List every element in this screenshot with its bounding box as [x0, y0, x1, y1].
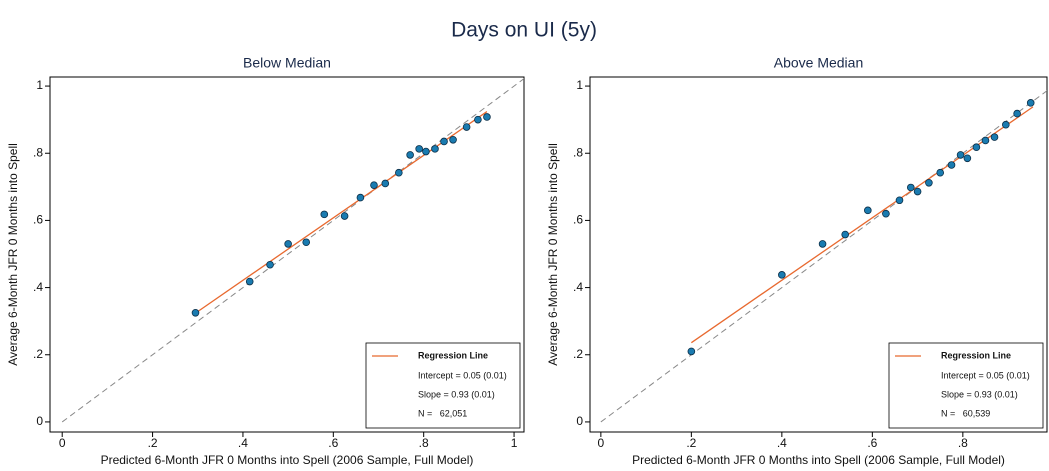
x-tick-label: 0: [59, 436, 66, 450]
point: [925, 178, 933, 187]
y-tick-label: .4: [573, 280, 583, 294]
y-tick-label: .8: [573, 145, 583, 159]
panel-title: Below Median: [243, 55, 331, 71]
point: [483, 113, 491, 121]
y-tick-label: .2: [573, 347, 583, 361]
point: [841, 230, 849, 239]
legend-note: Slope = 0.93 (0.01): [941, 389, 1018, 399]
x-tick-label: .2: [148, 436, 158, 450]
x-tick-label: .4: [238, 436, 248, 450]
point: [302, 238, 311, 247]
point: [947, 161, 956, 169]
point: [990, 133, 999, 141]
point: [406, 151, 414, 159]
legend-label: Regression Line: [418, 350, 488, 360]
point: [191, 308, 200, 317]
point: [320, 210, 329, 219]
legend-note: Intercept = 0.05 (0.01): [418, 370, 507, 380]
point: [1026, 99, 1035, 107]
legend-note: N = 60,539: [941, 408, 990, 418]
x-tick-label: .2: [686, 436, 696, 450]
legend-note: Slope = 0.93 (0.01): [418, 389, 495, 399]
point: [415, 145, 423, 153]
point: [370, 181, 378, 189]
y-tick-label: .8: [33, 145, 43, 159]
point: [882, 209, 890, 218]
panel: Below Median 0 .2 .4 .6 .8 1 0 .2 .4 .6 .8 1 Predicte…: [6, 55, 525, 467]
point: [340, 212, 349, 220]
y-tick-label: .4: [33, 280, 43, 294]
point: [956, 151, 965, 159]
point: [895, 196, 904, 205]
y-axis-title: Average 6-Month JFR 0 Months into Spell: [6, 143, 20, 366]
point: [449, 136, 457, 144]
point: [381, 179, 390, 188]
regression-line: [195, 111, 488, 314]
point: [981, 136, 990, 145]
legend-label: Regression Line: [941, 350, 1011, 360]
point: [462, 123, 471, 131]
point: [356, 193, 365, 202]
x-tick-label: 1: [511, 436, 518, 450]
x-axis-title: Predicted 6-Month JFR 0 Months into Spel…: [632, 453, 1005, 467]
y-tick-label: 1: [36, 78, 43, 92]
point: [245, 277, 254, 286]
plot-frame: [49, 76, 525, 433]
legend-box: [365, 342, 521, 429]
point: [474, 115, 482, 124]
point: [907, 183, 915, 192]
point: [1013, 109, 1021, 118]
y-tick-label: .2: [33, 347, 43, 361]
figure-title: Days on UI (5y): [451, 19, 597, 42]
x-axis-title: Predicted 6-Month JFR 0 Months into Spel…: [101, 453, 474, 467]
panel: Above Median 0 .2 .4 .6 .8 1 0 .2 .4 .6 .8 Predicted…: [546, 55, 1048, 467]
point: [1002, 120, 1010, 129]
panel-title: Above Median: [774, 55, 864, 71]
point: [687, 347, 696, 356]
point: [778, 271, 786, 279]
x-tick-label: .8: [958, 436, 968, 450]
point: [818, 240, 827, 248]
point: [963, 154, 972, 163]
point: [395, 168, 403, 177]
y-tick-label: 1: [576, 78, 583, 92]
y-tick-label: .6: [33, 213, 43, 227]
y-tick-label: 0: [576, 414, 583, 428]
legend-note: Intercept = 0.05 (0.01): [941, 370, 1030, 380]
reference-line: [61, 78, 524, 423]
regression-line: [690, 106, 1034, 344]
point: [422, 147, 430, 156]
reference-line: [600, 90, 1047, 423]
point: [936, 168, 945, 177]
point: [266, 260, 274, 269]
y-tick-label: 0: [36, 414, 43, 428]
plot-frame: [589, 76, 1048, 433]
x-tick-label: .6: [867, 436, 877, 450]
point: [972, 143, 981, 151]
x-tick-label: .4: [777, 436, 787, 450]
legend-note: N = 62,051: [418, 408, 467, 418]
x-tick-label: 0: [598, 436, 605, 450]
point: [440, 137, 448, 146]
legend-box: [888, 342, 1044, 429]
x-tick-label: .6: [328, 436, 338, 450]
y-tick-label: .6: [573, 213, 583, 227]
point: [913, 187, 922, 196]
point: [864, 206, 872, 215]
x-tick-label: .8: [419, 436, 429, 450]
y-axis-title: Average 6-Month JFR 0 Months into Spell: [546, 143, 560, 366]
point: [431, 145, 439, 153]
point: [284, 240, 292, 248]
